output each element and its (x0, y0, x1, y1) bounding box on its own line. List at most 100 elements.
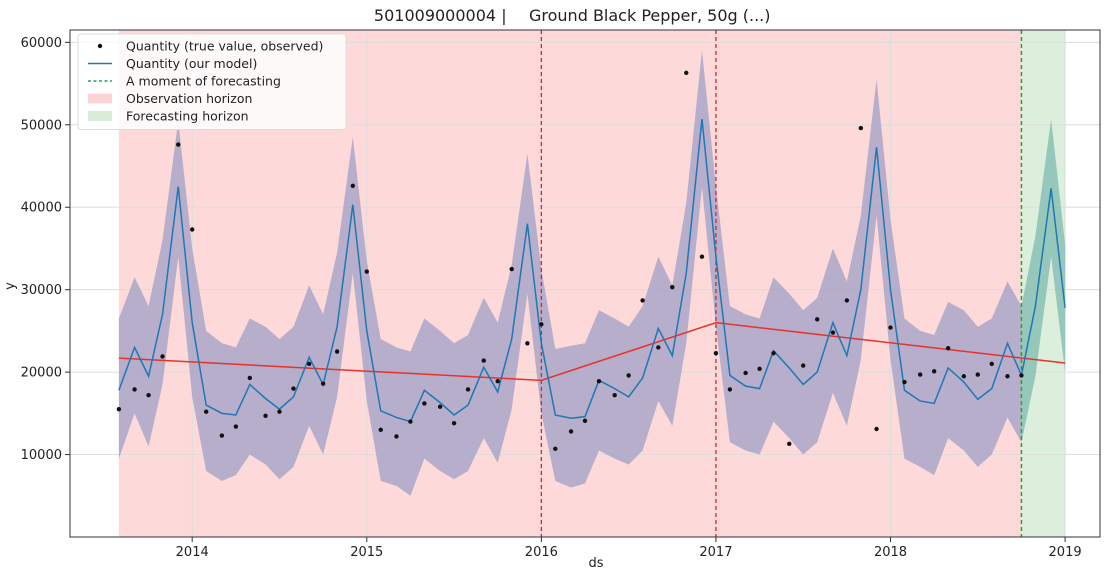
observed-point (350, 183, 356, 189)
observed-point (408, 419, 413, 424)
legend-dot-marker (97, 43, 103, 49)
observed-point (743, 370, 748, 376)
observed-point (1019, 373, 1024, 378)
y-tick-label: 50000 (21, 118, 62, 133)
observed-point (830, 330, 836, 335)
observed-point (961, 374, 967, 379)
y-tick-label: 60000 (21, 36, 62, 51)
uncertainty-band-forecast (1021, 119, 1066, 443)
x-axis-label: ds (588, 556, 603, 571)
observed-point (495, 378, 500, 384)
observed-point (917, 372, 923, 377)
observed-point (945, 346, 951, 351)
x-tick-label: 2015 (350, 545, 383, 560)
uncertainty-band-observed (118, 50, 1022, 496)
observed-point (713, 350, 719, 356)
observed-point (378, 427, 383, 433)
chart-title-name: Ground Black Pepper, 50g (...) (529, 6, 770, 25)
axes: 2014 2015 2016 2017 2018 2019 10000 20000 30000 4… (21, 29, 1101, 560)
x-tick-label: 2016 (525, 545, 558, 560)
observed-point (989, 361, 994, 367)
observed-point (525, 341, 530, 346)
legend: Quantity (true value, observed) Quantity … (77, 33, 347, 130)
observed-point (844, 298, 850, 303)
observed-point (568, 429, 574, 434)
observed-point (684, 70, 689, 76)
observed-point (422, 401, 427, 406)
legend-box (77, 33, 347, 130)
observed-point (888, 325, 893, 330)
observed-point (277, 409, 282, 414)
uncertainty-bands (118, 50, 1066, 496)
observed-point (814, 317, 820, 322)
observed-point (263, 413, 268, 419)
chart-title-separator: | (501, 6, 506, 25)
x-tick-label: 2014 (176, 545, 209, 560)
series-layer (118, 118, 1066, 423)
observed-point (874, 426, 879, 432)
plot-frame (69, 29, 1101, 538)
observed-point (233, 424, 239, 429)
observed-point (727, 387, 733, 392)
trend-line (118, 321, 1066, 382)
model-line (118, 118, 1066, 423)
observed-point (219, 433, 225, 438)
observed-point (334, 349, 340, 354)
legend-patch-marker (88, 111, 112, 121)
observed-points (116, 70, 1024, 451)
observed-point (656, 345, 661, 350)
observed-point (132, 387, 137, 392)
observed-point (640, 298, 645, 303)
legend-label: Quantity (true value, observed) (126, 39, 323, 54)
x-tick-label: 2017 (699, 545, 732, 560)
observed-point (699, 254, 705, 259)
y-tick-label: 10000 (21, 448, 62, 463)
observed-point (465, 387, 471, 392)
legend-label: Observation horizon (126, 91, 252, 106)
observed-point (771, 350, 776, 356)
y-tick-label: 20000 (21, 366, 62, 381)
legend-label: Quantity (our model) (126, 56, 257, 71)
observed-point (509, 266, 514, 272)
observed-point (320, 381, 326, 386)
observed-point (247, 375, 253, 381)
legend-patch-marker (88, 93, 112, 104)
vertical-markers (540, 30, 1023, 537)
legend-label: Forecasting horizon (126, 109, 249, 124)
observed-point (801, 363, 806, 368)
chart-titles: 501009000004 | Ground Black Pepper, 50g … (3, 6, 770, 571)
observed-point (394, 434, 399, 439)
observed-point (596, 378, 602, 384)
observed-point (612, 393, 617, 398)
observed-point (116, 407, 122, 412)
observed-point (291, 386, 296, 391)
y-tick-label: 40000 (21, 201, 62, 216)
observed-point (787, 441, 792, 447)
observed-point (553, 446, 558, 451)
observed-point (176, 142, 181, 147)
observed-point (582, 418, 588, 423)
observed-point (931, 369, 937, 374)
observed-point (757, 366, 762, 372)
y-axis-label: y (3, 282, 18, 290)
x-tick-label: 2019 (1049, 545, 1082, 560)
observed-point (481, 358, 486, 363)
y-tick-label: 30000 (21, 283, 62, 298)
observed-point (190, 227, 195, 232)
observed-point (902, 379, 907, 385)
observed-point (437, 404, 443, 409)
observed-point (975, 372, 980, 377)
chart-title-id: 501009000004 (374, 6, 496, 25)
observed-point (1005, 374, 1010, 379)
observed-point (626, 373, 631, 378)
observed-point (858, 125, 864, 131)
observed-point (539, 322, 544, 327)
observed-point (160, 354, 165, 359)
observed-point (306, 361, 312, 367)
observed-point (670, 285, 675, 290)
observed-point (146, 393, 151, 398)
observed-point (451, 421, 457, 426)
observed-point (364, 269, 369, 274)
x-tick-label: 2018 (874, 545, 907, 560)
